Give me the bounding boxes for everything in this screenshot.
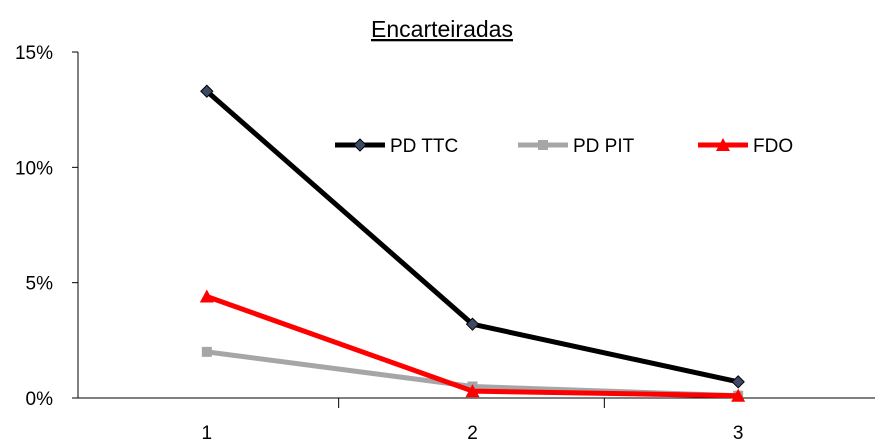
- chart-title: Encarteiradas: [371, 16, 513, 42]
- data-point: [200, 84, 214, 98]
- data-point: [731, 375, 745, 389]
- x-tick-label: 3: [733, 423, 744, 441]
- legend-label: PD PIT: [573, 136, 635, 157]
- data-point: [731, 388, 746, 402]
- series-line-pd-ttc: [205, 89, 739, 385]
- legend-marker: [353, 138, 367, 152]
- y-tick-label: 15%: [15, 43, 53, 64]
- data-point: [465, 384, 480, 398]
- legend-marker: [716, 138, 730, 151]
- legend-label: FDO: [753, 136, 793, 157]
- data-point: [199, 289, 214, 303]
- legend-marker: [538, 140, 548, 150]
- y-tick-label: 10%: [15, 158, 53, 179]
- legend-label: PD TTC: [390, 136, 458, 157]
- data-point: [201, 346, 212, 357]
- data-point: [465, 317, 480, 331]
- y-tick-label: 5%: [26, 274, 54, 295]
- series-line-fdo: [205, 294, 739, 399]
- x-tick-label: 1: [202, 423, 213, 441]
- y-tick-label: 0%: [26, 389, 54, 410]
- x-tick-label: 2: [467, 423, 478, 441]
